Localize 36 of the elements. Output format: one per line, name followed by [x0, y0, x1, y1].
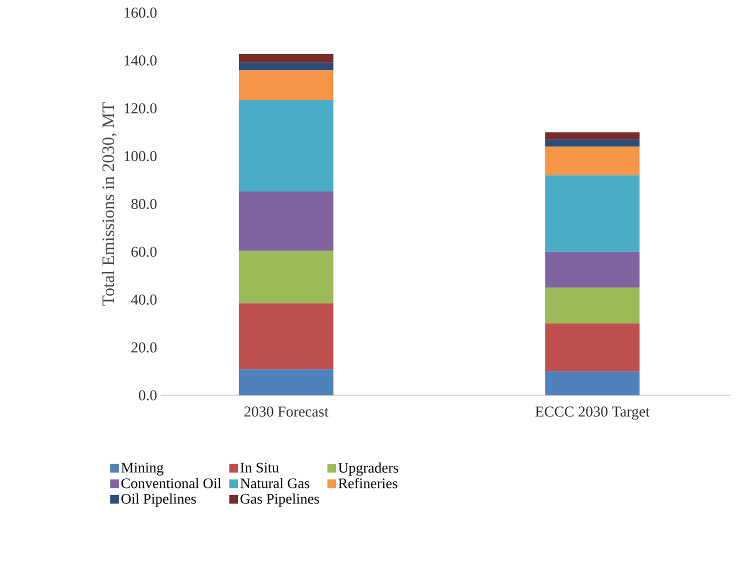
bar	[545, 324, 640, 372]
legend-label: Conventional Oil	[121, 478, 222, 488]
legend-label: In Situ	[240, 462, 279, 473]
bar	[545, 252, 640, 288]
y-tick-label: 40.0	[131, 294, 157, 305]
y-tick-label: 0.0	[138, 390, 157, 401]
y-tick-label: 160.0	[124, 8, 157, 18]
y-tick-label: 80.0	[131, 199, 157, 210]
bar	[238, 192, 334, 252]
y-axis-title: Total Emissions in 2030, MT	[102, 102, 117, 306]
bar	[545, 175, 640, 252]
bar	[545, 140, 640, 147]
bar	[238, 70, 334, 100]
legend-label: Refineries	[338, 478, 398, 489]
y-tick-label: 20.0	[131, 342, 157, 353]
y-tick-label: 120.0	[124, 103, 157, 114]
bar	[238, 62, 334, 70]
bar	[238, 100, 334, 192]
legend-label: Oil Pipelines	[121, 494, 196, 507]
bar	[238, 303, 334, 370]
legend-label: Gas Pipelines	[240, 494, 320, 507]
y-tick-label: 100.0	[124, 151, 157, 162]
bar	[238, 251, 334, 304]
y-tick-label: 60.0	[131, 246, 157, 258]
bar	[238, 54, 334, 63]
x-tick-label: 2030 Forecast	[244, 406, 328, 417]
bar	[238, 369, 334, 396]
x-tick-label: ECCC 2030 Target	[535, 406, 650, 420]
legend-label: Upgraders	[338, 462, 398, 476]
bar	[545, 372, 640, 396]
legend-label: Mining	[121, 462, 164, 476]
legend-label: Natural Gas	[240, 478, 310, 488]
bar	[545, 132, 640, 140]
bar	[545, 146, 640, 176]
bar	[545, 288, 640, 324]
y-tick-label: 140.0	[124, 56, 157, 66]
